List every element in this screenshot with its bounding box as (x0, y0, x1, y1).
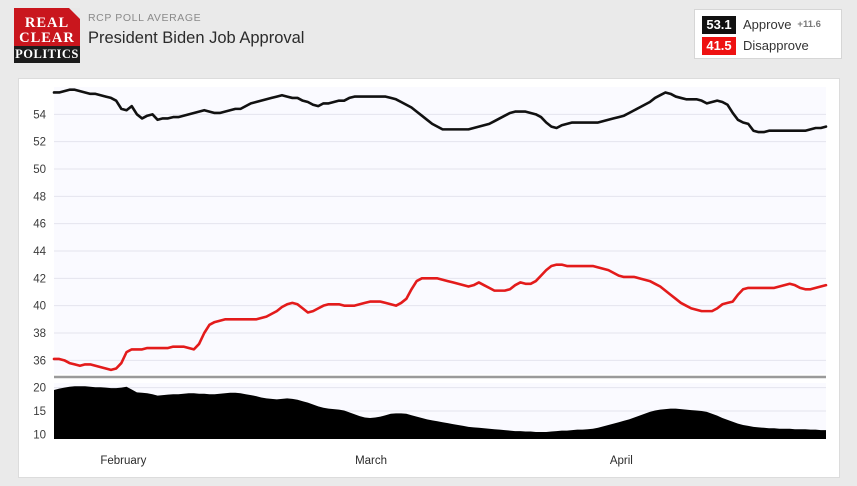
series-line-disapprove (52, 263, 828, 372)
approve-delta: +11.6 (797, 19, 821, 30)
chart-plot-area[interactable]: 54 52 50 48 46 44 42 40 38 36 20 15 10 February March A… (19, 79, 841, 479)
x-tick-label-march: March (355, 455, 387, 467)
realclearpolitics-logo[interactable]: REAL CLEAR POLITICS (14, 8, 80, 63)
legend-row-approve[interactable]: 53.1 Approve +11.6 (702, 15, 834, 34)
header-kicker: RCP POLL AVERAGE (88, 12, 202, 24)
volume-tick-label-10: 10 (33, 429, 46, 441)
y-tick-label-48: 48 (33, 191, 46, 203)
chart-card: 54 52 50 48 46 44 42 40 38 36 20 15 10 February March A… (18, 78, 840, 478)
y-tick-label-42: 42 (33, 273, 46, 285)
page-header: REAL CLEAR POLITICS RCP POLL AVERAGE Pre… (0, 0, 857, 72)
y-tick-label-46: 46 (33, 219, 46, 231)
disapprove-label: Disapprove (743, 38, 809, 53)
main-panel-background (54, 87, 826, 374)
poll-count-area (54, 386, 826, 439)
logo-fold-corner (69, 8, 80, 19)
legend-row-disapprove[interactable]: 41.5 Disapprove (702, 36, 834, 55)
volume-tick-label-20: 20 (33, 383, 46, 395)
y-tick-label-50: 50 (33, 164, 46, 176)
volume-tick-label-15: 15 (33, 406, 46, 418)
x-tick-label-february: February (100, 455, 146, 467)
logo-line-politics: POLITICS (14, 46, 80, 63)
y-tick-label-52: 52 (33, 137, 46, 149)
approve-value-badge: 53.1 (702, 15, 736, 34)
y-tick-label-36: 36 (33, 355, 46, 367)
x-tick-label-april: April (610, 455, 633, 467)
range-selector-strip (0, 478, 857, 486)
y-tick-label-54: 54 (33, 109, 46, 121)
approve-label: Approve (743, 17, 792, 32)
chart-legend: 53.1 Approve +11.6 41.5 Disapprove (694, 9, 842, 59)
series-line-approve (52, 88, 828, 134)
logo-line-real: REAL (24, 15, 70, 31)
page-title: President Biden Job Approval (88, 29, 305, 47)
disapprove-value-badge: 41.5 (702, 36, 736, 55)
approval-trend-chart[interactable]: 54 52 50 48 46 44 42 40 38 36 20 15 10 February March A… (19, 79, 841, 479)
logo-line-clear: CLEAR (19, 30, 75, 46)
y-tick-label-38: 38 (33, 328, 46, 340)
y-tick-label-44: 44 (33, 246, 46, 258)
y-tick-label-40: 40 (33, 301, 46, 313)
